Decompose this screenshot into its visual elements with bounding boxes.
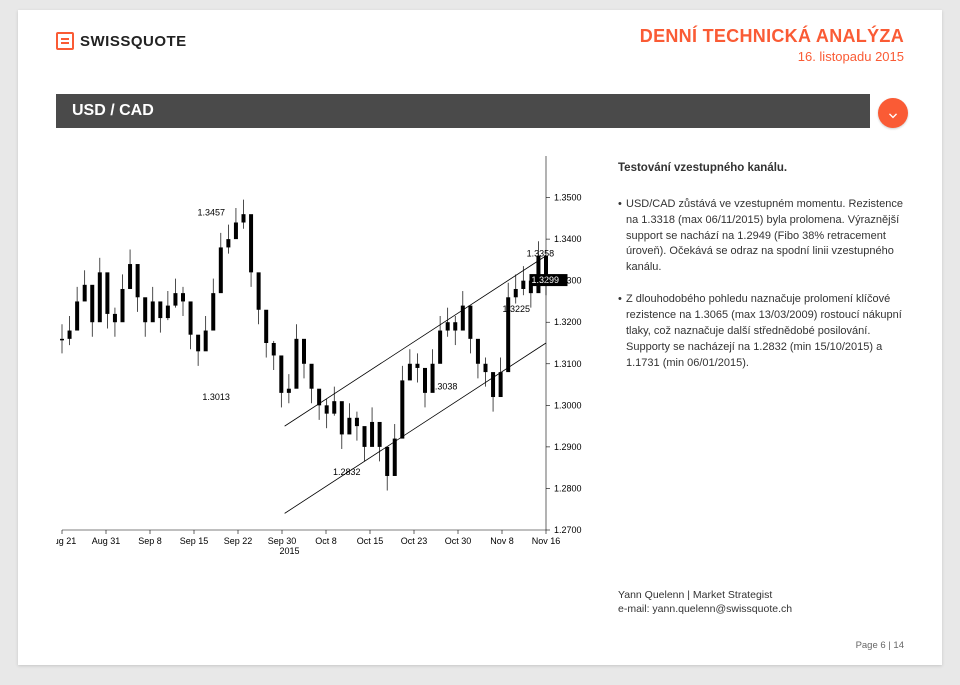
brand-icon	[56, 32, 74, 50]
pair-name: USD / CAD	[72, 102, 154, 120]
analysis-headline: Testování vzestupného kanálu.	[618, 160, 908, 177]
svg-text:Oct 15: Oct 15	[357, 536, 384, 546]
arrow-down-icon	[885, 105, 901, 121]
svg-text:Sep 22: Sep 22	[224, 536, 253, 546]
author-block: Yann Quelenn | Market Strategist e-mail:…	[618, 588, 792, 617]
bullet-item: Z dlouhodobého pohledu naznačuje prolome…	[618, 292, 908, 372]
author-email: e-mail: yann.quelenn@swissquote.ch	[618, 602, 792, 617]
analysis-bullets: USD/CAD zůstává ve vzestupném momentu. R…	[618, 197, 908, 372]
svg-text:1.2800: 1.2800	[554, 483, 582, 493]
svg-text:1.3100: 1.3100	[554, 359, 582, 369]
bullet-item: USD/CAD zůstává ve vzestupném momentu. R…	[618, 197, 908, 277]
svg-text:1.3225: 1.3225	[502, 304, 530, 314]
document-header: DENNÍ TECHNICKÁ ANALÝZA 16. listopadu 20…	[640, 26, 904, 64]
author-name: Yann Quelenn | Market Strategist	[618, 588, 792, 603]
svg-text:Nov 8: Nov 8	[490, 536, 514, 546]
svg-text:1.3038: 1.3038	[430, 382, 458, 392]
svg-text:1.3358: 1.3358	[527, 249, 555, 259]
pair-title-bar: USD / CAD	[56, 94, 870, 128]
svg-text:1.3400: 1.3400	[554, 234, 582, 244]
svg-text:1.3500: 1.3500	[554, 193, 582, 203]
chart-svg: 1.2700 1.2800 1.2900 1.3000 1.3100 1.3200 1.33…	[56, 150, 596, 564]
svg-text:1.2700: 1.2700	[554, 525, 582, 535]
document-date: 16. listopadu 2015	[640, 49, 904, 64]
svg-text:1.3200: 1.3200	[554, 317, 582, 327]
svg-text:Oct 8: Oct 8	[315, 536, 337, 546]
svg-text:1.2900: 1.2900	[554, 442, 582, 452]
svg-text:Aug 21: Aug 21	[56, 536, 76, 546]
svg-text:1.3013: 1.3013	[202, 392, 230, 402]
svg-text:1.2832: 1.2832	[333, 467, 361, 477]
page: SWISSQUOTE DENNÍ TECHNICKÁ ANALÝZA 16. l…	[18, 10, 942, 665]
svg-text:Sep 30: Sep 30	[268, 536, 297, 546]
brand-logo: SWISSQUOTE	[56, 32, 187, 50]
svg-text:Sep 8: Sep 8	[138, 536, 162, 546]
brand-name: SWISSQUOTE	[80, 33, 187, 50]
svg-text:Oct 23: Oct 23	[401, 536, 428, 546]
document-title: DENNÍ TECHNICKÁ ANALÝZA	[640, 26, 904, 47]
svg-text:Nov 16: Nov 16	[532, 536, 561, 546]
page-number: Page 6 | 14	[856, 640, 904, 651]
svg-text:1.3000: 1.3000	[554, 400, 582, 410]
svg-text:2015: 2015	[279, 546, 299, 556]
svg-text:Sep 15: Sep 15	[180, 536, 209, 546]
analysis-text: Testování vzestupného kanálu. USD/CAD zů…	[618, 160, 908, 388]
svg-text:1.3299: 1.3299	[531, 275, 559, 285]
price-chart: 1.2700 1.2800 1.2900 1.3000 1.3100 1.3200 1.33…	[56, 150, 596, 564]
svg-text:1.3457: 1.3457	[198, 207, 226, 217]
svg-text:Aug 31: Aug 31	[92, 536, 121, 546]
svg-text:Oct 30: Oct 30	[445, 536, 472, 546]
trend-arrow-badge	[878, 98, 908, 128]
